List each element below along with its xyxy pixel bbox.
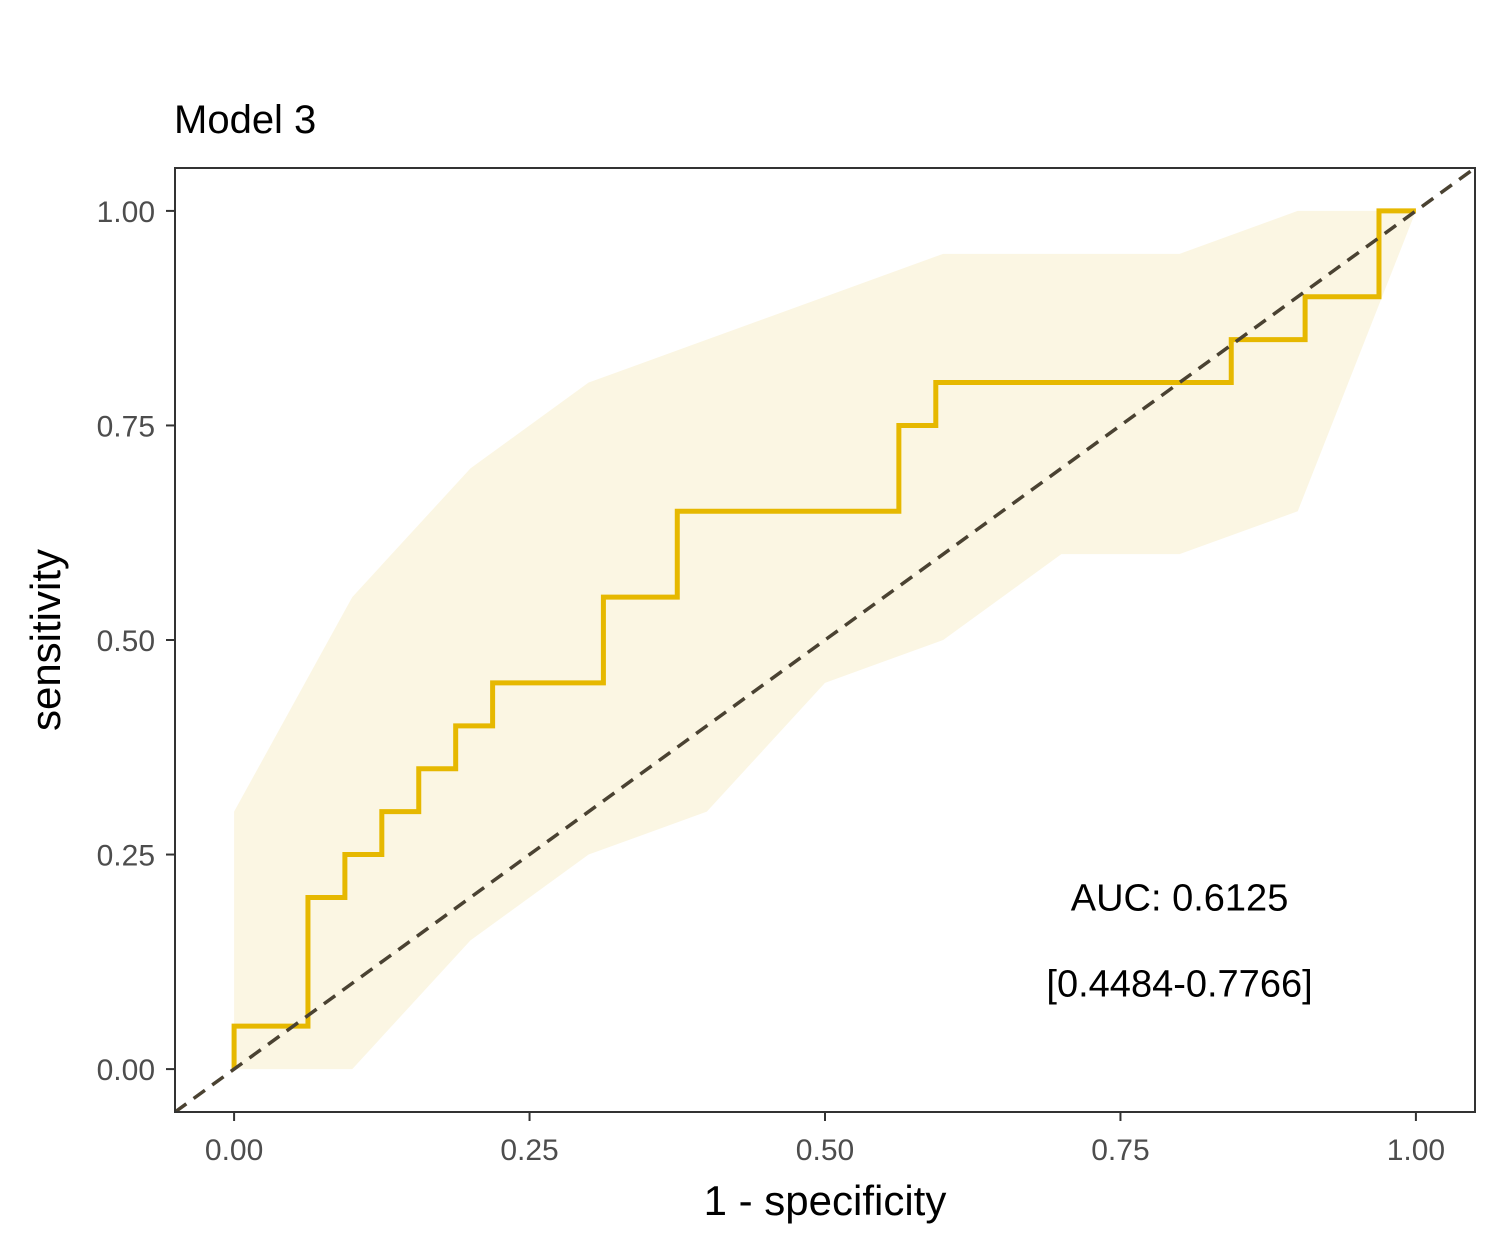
x-tick-label: 0.00 (205, 1134, 263, 1167)
reference-diagonal-line (175, 168, 1475, 1112)
x-tick-label: 0.50 (796, 1134, 854, 1167)
y-tick-label: 0.50 (97, 625, 155, 658)
y-axis: 0.00 0.25 0.50 0.75 1.00 (97, 196, 175, 1087)
plot-area: AUC: 0.6125 [0.4484-0.7766] (174, 167, 1476, 1113)
x-axis-title: 1 - specificity (704, 1177, 947, 1224)
y-axis-title: sensitivity (22, 549, 69, 731)
x-axis: 0.00 0.25 0.50 0.75 1.00 (205, 1112, 1445, 1167)
x-tick-label: 0.75 (1091, 1134, 1149, 1167)
chart-title: Model 3 (174, 98, 316, 142)
roc-curve-line (231, 208, 1416, 1070)
y-tick-label: 0.25 (97, 840, 155, 873)
y-tick-label: 1.00 (97, 196, 155, 229)
auc-ci-label: [0.4484-0.7766] (1046, 963, 1312, 1005)
plot-inner (175, 168, 1475, 1112)
y-tick-label: 0.75 (97, 410, 155, 443)
x-tick-label: 0.25 (500, 1134, 558, 1167)
auc-label: AUC: 0.6125 (1071, 877, 1289, 919)
y-tick-label: 0.00 (97, 1054, 155, 1087)
x-tick-label: 1.00 (1387, 1134, 1445, 1167)
